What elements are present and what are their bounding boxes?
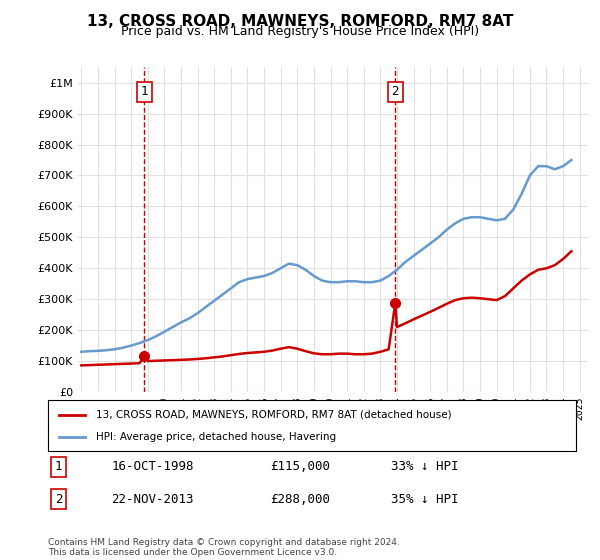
Text: 16-OCT-1998: 16-OCT-1998 [112,460,194,473]
Text: 13, CROSS ROAD, MAWNEYS, ROMFORD, RM7 8AT: 13, CROSS ROAD, MAWNEYS, ROMFORD, RM7 8A… [87,14,513,29]
Text: Price paid vs. HM Land Registry's House Price Index (HPI): Price paid vs. HM Land Registry's House … [121,25,479,38]
Text: Contains HM Land Registry data © Crown copyright and database right 2024.
This d: Contains HM Land Registry data © Crown c… [48,538,400,557]
Text: 2: 2 [392,86,399,99]
Text: HPI: Average price, detached house, Havering: HPI: Average price, detached house, Have… [95,432,335,442]
Text: 1: 1 [55,460,62,473]
Text: 1: 1 [140,86,148,99]
Text: 22-NOV-2013: 22-NOV-2013 [112,493,194,506]
Text: £115,000: £115,000 [270,460,330,473]
Text: 2: 2 [55,493,62,506]
Text: 13, CROSS ROAD, MAWNEYS, ROMFORD, RM7 8AT (detached house): 13, CROSS ROAD, MAWNEYS, ROMFORD, RM7 8A… [95,409,451,419]
Text: £288,000: £288,000 [270,493,330,506]
Text: 35% ↓ HPI: 35% ↓ HPI [391,493,459,506]
Text: 33% ↓ HPI: 33% ↓ HPI [391,460,459,473]
